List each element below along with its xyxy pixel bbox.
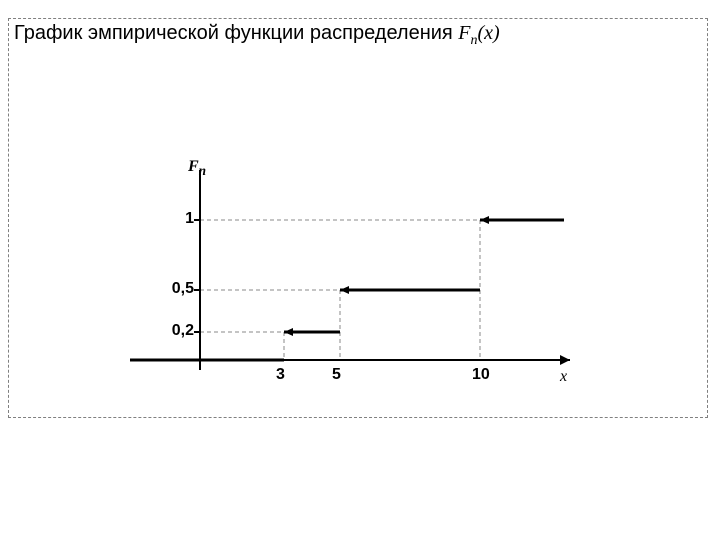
y-tick-1: 0,5 [166, 280, 194, 298]
y-axis-title: Fn [188, 158, 206, 179]
ecdf-chart: Fn x 0,2 0,5 1 3 5 10 [0, 0, 720, 540]
y-tick-0: 0,2 [166, 322, 194, 340]
chart-svg [0, 0, 720, 540]
x-tick-2: 10 [472, 366, 490, 384]
x-axis-title: x [560, 368, 567, 386]
y-tick-2: 1 [166, 210, 194, 228]
x-tick-1: 5 [332, 366, 341, 384]
x-tick-0: 3 [276, 366, 285, 384]
